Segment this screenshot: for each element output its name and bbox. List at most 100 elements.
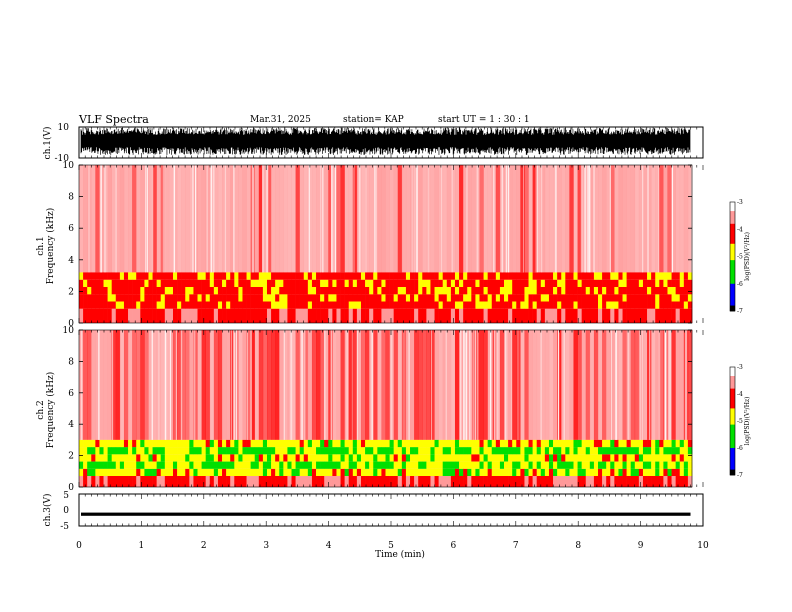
spec1-upper-cell	[222, 165, 227, 273]
spec1-band-cell	[91, 279, 96, 287]
spec2-upper-cell	[655, 330, 660, 440]
spec1-band-cell	[185, 272, 190, 280]
spec1-upper-cell	[144, 165, 149, 273]
spec1-low-cell	[238, 308, 243, 323]
spec1-band-cell	[111, 287, 117, 295]
spec1-band-cell	[479, 272, 484, 280]
spec1-band-cell	[91, 287, 96, 295]
spec2-band-cell	[397, 439, 403, 448]
spec1-band-cell	[504, 294, 509, 302]
spec1-band-cell	[254, 301, 260, 309]
spec1-upper-cell	[91, 165, 96, 273]
spec1-low-cell	[332, 308, 337, 323]
spec1-upper-cell	[377, 165, 382, 273]
spec1-band-cell	[107, 294, 112, 302]
spec2-upper-cell	[172, 330, 178, 440]
spec1-band-cell	[589, 301, 595, 309]
spec1-band-cell	[381, 287, 386, 295]
spec1-band-cell	[352, 272, 358, 280]
spec2-low-cell	[209, 476, 215, 487]
spec2-band-cell	[230, 468, 235, 476]
spec2-band-cell	[140, 468, 145, 476]
spec2-band-cell	[463, 439, 468, 448]
spec2-low-cell	[495, 476, 501, 487]
spec1-upper-cell	[675, 165, 681, 273]
spec2-band-cell	[197, 447, 202, 455]
spec1-band-cell	[254, 294, 260, 302]
cb2-swatch	[730, 370, 735, 373]
spec2-band-cell	[128, 447, 133, 455]
spec2-band-cell	[410, 447, 415, 455]
spec1-band-cell	[381, 272, 386, 280]
spec1-band-cell	[679, 301, 685, 309]
spec1-band-cell	[630, 287, 636, 295]
spec2-upper-cell	[454, 330, 460, 440]
spec2-upper-cell	[201, 330, 206, 440]
spec1-low-cell	[553, 308, 558, 323]
spec1-band-cell	[626, 301, 631, 309]
spec1-band-cell	[516, 279, 521, 287]
spec2-band-cell	[156, 447, 162, 455]
spec1-ytick-label: 10	[63, 161, 75, 171]
spec1-upper-cell	[442, 165, 448, 273]
spec2-band-cell	[83, 461, 88, 469]
spec1-band-cell	[405, 272, 411, 280]
spec1-band-cell	[213, 272, 219, 280]
spec2-band-cell	[91, 447, 96, 455]
spec1-band-cell	[336, 272, 341, 280]
spec2-low-cell	[238, 476, 243, 487]
spec2-band-cell	[548, 439, 554, 448]
spec2-band-cell	[283, 461, 288, 469]
spec2-band-cell	[168, 454, 174, 462]
spec1-low-cell	[311, 308, 317, 323]
spec2-band-cell	[536, 439, 542, 448]
spec2-band-cell	[83, 454, 88, 462]
spec2-band-cell	[414, 454, 419, 462]
spec1-band-cell	[99, 301, 104, 309]
spec1-band-cell	[410, 294, 415, 302]
spec2-band-cell	[365, 454, 370, 462]
spec2-band-cell	[356, 447, 362, 455]
cb2-swatch	[730, 444, 735, 447]
spec1-band-cell	[459, 279, 464, 287]
spec1-band-cell	[516, 287, 521, 295]
spec2-low-cell	[450, 476, 456, 487]
spec1-band-cell	[422, 287, 427, 295]
spec1-band-cell	[434, 272, 439, 280]
spec1-upper-cell	[291, 165, 296, 273]
spec1-band-cell	[79, 279, 84, 287]
spec1-low-cell	[352, 308, 358, 323]
spec1-band-cell	[647, 272, 652, 280]
spec2-band-cell	[336, 468, 341, 476]
spec2-upper-cell	[520, 330, 525, 440]
spec2-upper-cell	[642, 330, 648, 440]
time-tick-label: 6	[451, 541, 457, 551]
spec1-low-cell	[475, 308, 480, 323]
spec1-band-cell	[234, 279, 239, 287]
spec1-upper-cell	[185, 165, 190, 273]
spec2-band-cell	[491, 468, 497, 476]
spec1-band-cell	[401, 294, 407, 302]
cb1-swatch	[730, 216, 735, 219]
spec1-band-cell	[168, 294, 174, 302]
ch2-spectrogram-image	[79, 330, 693, 487]
spec1-low-cell	[103, 308, 108, 323]
spec1-low-cell	[197, 308, 202, 323]
spec2-low-cell	[164, 476, 170, 487]
spec1-upper-cell	[271, 165, 276, 273]
spec1-low-cell	[123, 308, 129, 323]
spec2-band-cell	[544, 461, 550, 469]
spec1-band-cell	[491, 294, 497, 302]
spec2-band-cell	[369, 454, 374, 462]
spec1-low-cell	[144, 308, 149, 323]
spec2-band-cell	[593, 439, 599, 448]
spec2-band-cell	[467, 461, 472, 469]
spec2-band-cell	[442, 461, 448, 469]
spec1-band-cell	[95, 272, 100, 280]
spec1-low-cell	[111, 308, 117, 323]
spec2-band-cell	[316, 439, 321, 448]
cb2-swatch	[730, 406, 735, 409]
spec1-band-cell	[373, 301, 378, 309]
spec1-band-cell	[499, 287, 505, 295]
spec1-band-cell	[99, 272, 104, 280]
